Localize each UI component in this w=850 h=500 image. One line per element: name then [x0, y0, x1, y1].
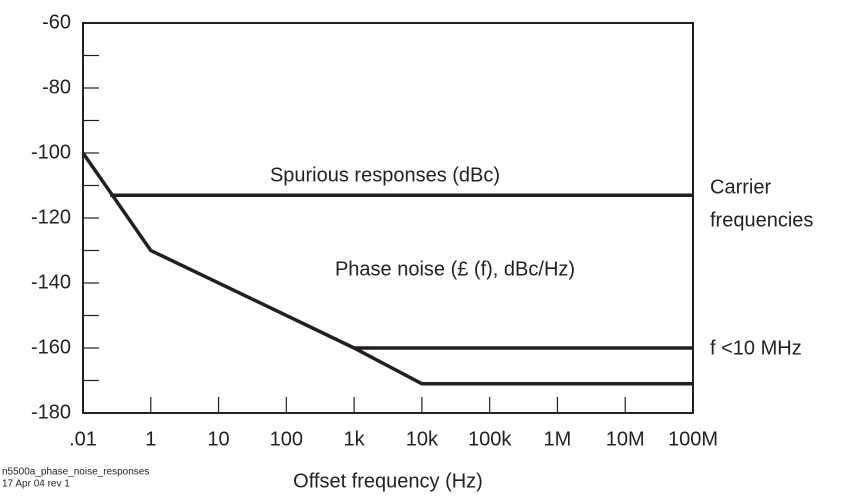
- x-tick-label: 100: [270, 428, 303, 450]
- y-tick-label: -180: [31, 401, 71, 423]
- annotation: frequencies: [710, 209, 813, 231]
- x-tick-label: 10: [207, 428, 229, 450]
- y-tick-label: -60: [42, 11, 71, 33]
- x-axis-label: Offset frequency (Hz): [293, 470, 483, 492]
- x-tick-label: 1: [145, 428, 156, 450]
- annotation: Phase noise (£ (f), dBc/Hz): [335, 258, 575, 280]
- x-tick-label: 10k: [406, 428, 439, 450]
- plot-frame: [82, 22, 694, 414]
- y-tick-label: -140: [31, 271, 71, 293]
- y-tick-label: -120: [31, 206, 71, 228]
- y-tick-label: -100: [31, 141, 71, 163]
- annotation: Carrier: [710, 176, 771, 198]
- annotation: Spurious responses (dBc): [270, 164, 500, 186]
- y-tick-label: -160: [31, 336, 71, 358]
- footnote: n5500a_phase_noise_responses: [2, 467, 149, 478]
- x-tick-label: 10M: [606, 428, 645, 450]
- annotation: f <10 MHz: [710, 337, 802, 359]
- footnote: 17 Apr 04 rev 1: [2, 479, 70, 490]
- x-tick-label: 100k: [468, 428, 512, 450]
- x-tick-label: 100M: [668, 428, 718, 450]
- x-tick-label: 1k: [344, 428, 366, 450]
- y-tick-label: -80: [42, 76, 71, 98]
- x-tick-label: 1M: [544, 428, 572, 450]
- x-tick-label: .01: [69, 428, 97, 450]
